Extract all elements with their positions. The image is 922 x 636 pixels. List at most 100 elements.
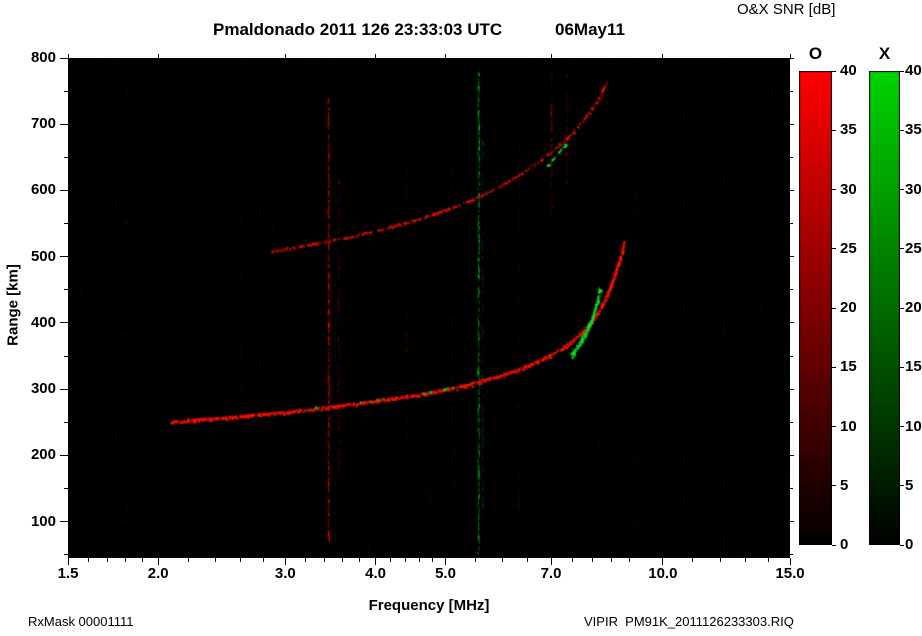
colorbar-tick [900, 307, 904, 309]
colorbar-tick [900, 426, 904, 427]
x-tick-label: 5.0 [435, 565, 456, 582]
x-minor-tick [106, 558, 108, 562]
colorbar-tick [832, 485, 836, 487]
plot-title: Pmaldonado 2011 126 23:33:03 UTC [213, 20, 503, 39]
x-minor-tick [527, 558, 529, 562]
x-major-tick [375, 558, 377, 565]
ionogram-plot-canvas [68, 58, 790, 558]
colorbar-o-label: O [808, 44, 823, 63]
y-minor-tick-right [790, 289, 793, 291]
plot-date: 06May11 [555, 20, 625, 39]
colorbar-tick-label: 5 [840, 476, 849, 494]
x-minor-tick [692, 558, 694, 562]
x-minor-tick [592, 558, 594, 562]
colorbar-tick [900, 485, 904, 487]
colorbar-tick-label: 25 [905, 239, 922, 257]
x-major-tick [157, 558, 159, 565]
x-tick-label: 7.0 [540, 565, 562, 582]
colorbar-tick [900, 70, 904, 72]
colorbar-x-label: X [878, 44, 891, 63]
y-tick-label: 300 [30, 380, 56, 398]
x-minor-tick [141, 558, 143, 562]
y-major-tick [60, 388, 68, 390]
x-tick-label: 10.0 [648, 565, 678, 582]
x-minor-tick [187, 558, 189, 562]
colorbar-tick-label: 40 [905, 62, 922, 79]
y-major-tick [60, 322, 68, 324]
y-major-tick [60, 521, 68, 523]
rxmask-status: RxMask 00001111 [28, 614, 134, 629]
x-minor-tick [324, 558, 326, 562]
x-major-tick [67, 558, 69, 565]
colorbar-title: O&X SNR [dB] [737, 1, 836, 18]
colorbar-tick-label: 30 [905, 180, 922, 198]
colorbar-tick [832, 544, 836, 546]
y-minor-tick-right [790, 90, 793, 92]
x-minor-tick [390, 558, 392, 562]
colorbar-tick [832, 307, 836, 309]
y-minor-tick-right [790, 554, 793, 556]
x-minor-tick [404, 558, 406, 562]
colorbar-tick-label: 35 [905, 121, 922, 139]
colorbar-tick-label: 10 [840, 417, 857, 435]
colorbar-tick [900, 366, 904, 368]
colorbar-tick-label: 20 [840, 299, 857, 316]
colorbar-tick [900, 189, 904, 190]
y-minor-tick-right [790, 421, 793, 423]
y-major-tick-right [790, 454, 794, 456]
x-tick-label: 15.0 [775, 565, 805, 582]
y-major-tick-right [790, 521, 794, 523]
x-minor-tick [502, 558, 504, 562]
colorbar-tick-label: 20 [905, 299, 922, 316]
y-axis-label: Range [km] [4, 264, 22, 346]
y-major-tick-right [790, 189, 794, 191]
colorbar-tick [832, 129, 836, 131]
y-major-tick-right [790, 123, 794, 125]
colorbar-x [869, 71, 900, 545]
x-axis-label: Frequency [MHz] [368, 597, 490, 614]
y-major-tick [60, 256, 68, 258]
x-major-tick [445, 558, 447, 565]
x-minor-tick [342, 558, 343, 562]
colorbar-tick [832, 366, 836, 368]
y-major-tick [60, 189, 68, 191]
y-minor-tick-right [790, 223, 793, 225]
colorbar-tick-label: 10 [905, 417, 922, 435]
y-tick-label: 600 [30, 181, 56, 199]
y-tick-label: 200 [30, 446, 56, 464]
y-tick-label: 500 [30, 247, 56, 265]
y-major-tick-right [790, 57, 794, 59]
x-minor-tick [767, 558, 769, 562]
colorbar-tick-label: 15 [840, 358, 857, 376]
x-tick-label: 1.5 [57, 565, 79, 582]
x-major-tick [284, 558, 286, 565]
y-major-tick-right [790, 322, 794, 324]
colorbar-tick [832, 248, 836, 250]
x-minor-tick [263, 558, 265, 562]
y-major-tick [60, 57, 68, 59]
x-major-tick [789, 558, 791, 565]
x-minor-tick [124, 558, 126, 562]
colorbar-tick-label: 40 [840, 62, 857, 79]
y-major-tick-right [790, 388, 794, 390]
colorbar-tick-label: 35 [840, 121, 857, 139]
y-minor-tick-right [790, 355, 793, 357]
x-tick-label: 4.0 [365, 565, 386, 582]
x-minor-tick [611, 558, 613, 562]
x-tick-label: 2.0 [147, 565, 169, 582]
colorbar-tick-label: 15 [905, 358, 922, 376]
colorbar-tick-label: 5 [905, 476, 914, 494]
x-minor-tick [305, 558, 307, 562]
data-file-name: VIPIR PM91K_2011126233303.RIQ [584, 614, 794, 629]
y-minor-tick-right [790, 156, 793, 158]
x-major-tick [550, 558, 552, 565]
x-minor-tick [719, 558, 721, 562]
x-minor-tick [358, 558, 360, 562]
colorbar-tick [832, 70, 836, 72]
colorbar-tick [832, 426, 836, 427]
x-minor-tick [432, 558, 434, 562]
colorbar-tick-label: 25 [840, 239, 857, 257]
x-minor-tick [239, 558, 241, 562]
colorbar-tick [900, 544, 904, 546]
